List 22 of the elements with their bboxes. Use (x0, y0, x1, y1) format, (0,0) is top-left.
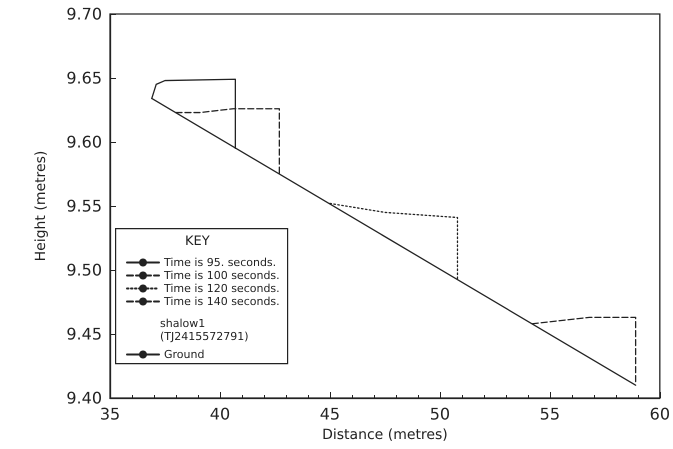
x-tick-label: 50 (430, 404, 450, 424)
legend-label: Time is 120 seconds. (163, 282, 280, 295)
x-tick-label: 60 (650, 404, 670, 424)
x-axis-title: Distance (metres) (322, 427, 448, 443)
x-tick-label: 40 (210, 404, 230, 424)
legend-label: Time is 140 seconds. (163, 295, 280, 308)
legend-label: Time is 100 seconds. (163, 269, 280, 282)
y-tick-label: 9.45 (66, 324, 102, 344)
y-tick-label: 9.65 (66, 68, 102, 88)
y-tick-label: 9.50 (66, 260, 102, 280)
y-tick-label: 9.70 (66, 4, 102, 24)
x-tick-label: 45 (320, 404, 340, 424)
y-tick-label: 9.40 (66, 388, 102, 408)
y-axis-title: Height (metres) (33, 150, 49, 262)
legend-label: Ground (164, 348, 204, 361)
y-tick-label: 9.55 (66, 196, 102, 216)
legend-title: KEY (185, 234, 210, 249)
annotation: shalow1 (TJ2415572791) (160, 317, 249, 343)
y-tick-label: 9.60 (66, 132, 102, 152)
x-tick-label: 35 (100, 404, 120, 424)
x-tick-label: 55 (540, 404, 560, 424)
legend-label: Time is 95. seconds. (163, 256, 276, 269)
